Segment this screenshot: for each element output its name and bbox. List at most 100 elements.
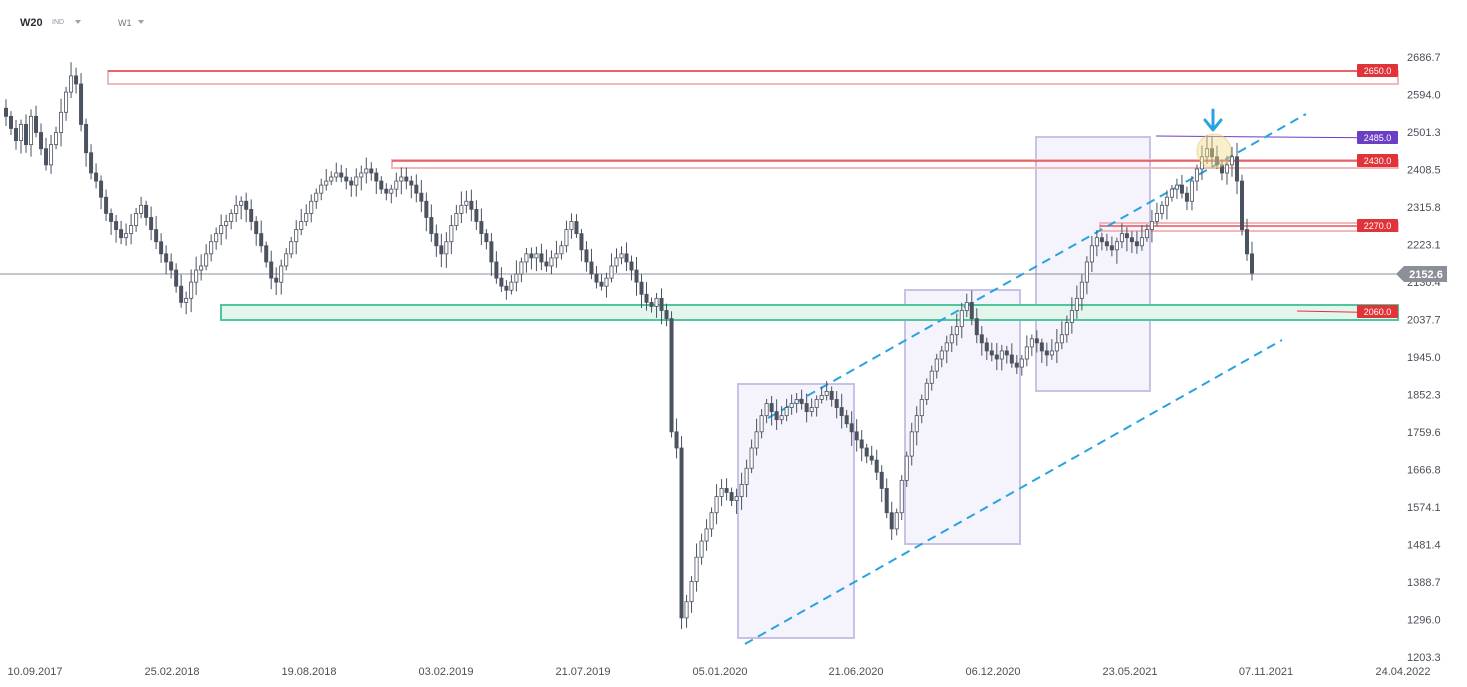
candle-body xyxy=(1149,221,1154,230)
timeframe-label[interactable]: W1 xyxy=(118,18,132,28)
candle-body xyxy=(969,301,974,319)
candle-body xyxy=(144,204,149,218)
candle-body xyxy=(1224,164,1229,174)
candle-body xyxy=(129,225,134,235)
candle-body xyxy=(199,265,204,271)
candle-body xyxy=(69,75,74,93)
candle-body xyxy=(1114,241,1119,251)
candle-body xyxy=(599,281,604,287)
candle-body xyxy=(994,354,999,360)
candle-body xyxy=(454,213,459,226)
y-tick-label: 2501.3 xyxy=(1407,127,1441,139)
candle-body xyxy=(244,200,249,210)
symbol-dropdown-icon[interactable] xyxy=(75,20,81,24)
x-tick-label: 06.12.2020 xyxy=(965,666,1020,678)
candle-body xyxy=(529,253,534,259)
candle-body xyxy=(544,261,549,267)
level-tag-label: 2430.0 xyxy=(1364,156,1392,166)
candle-body xyxy=(819,395,824,400)
candle-body xyxy=(64,91,69,113)
candle-body xyxy=(179,285,184,303)
candle-body xyxy=(709,512,714,530)
candle-body xyxy=(864,447,869,457)
timeframe-dropdown-icon[interactable] xyxy=(138,20,144,24)
candle-body xyxy=(714,496,719,514)
candle-body xyxy=(764,403,769,417)
y-tick-label: 2408.5 xyxy=(1407,165,1441,177)
level-tag xyxy=(1357,131,1398,144)
candle-body xyxy=(624,253,629,263)
candle-body xyxy=(1079,281,1084,299)
candle-body xyxy=(269,261,274,279)
candle-body xyxy=(384,188,389,194)
candle-body xyxy=(579,233,584,251)
candle-body xyxy=(754,431,759,449)
candle-body xyxy=(769,403,774,413)
consolidation-box xyxy=(737,383,855,639)
candle-body xyxy=(1154,213,1159,222)
candle-body xyxy=(1054,342,1059,352)
level-tag-label: 2270.0 xyxy=(1364,221,1392,231)
candle-body xyxy=(914,415,919,433)
candle-body xyxy=(924,382,929,400)
candle-body xyxy=(329,176,334,182)
candle-body xyxy=(1214,156,1219,166)
candle-body xyxy=(504,285,509,291)
candle-body xyxy=(749,447,754,469)
candle-body xyxy=(929,370,934,384)
candle-body xyxy=(419,192,424,202)
candle-body xyxy=(839,407,844,417)
candle-body xyxy=(424,200,429,218)
candle-body xyxy=(114,221,119,230)
level-tag xyxy=(1357,64,1398,77)
candle-body xyxy=(609,265,614,279)
y-tick-label: 2315.8 xyxy=(1407,202,1441,214)
candle-body xyxy=(634,269,639,283)
candle-body xyxy=(829,390,834,400)
candle-body xyxy=(79,83,84,125)
support-zone xyxy=(220,304,1399,321)
candle-body xyxy=(874,459,879,473)
candle-body xyxy=(104,196,109,214)
candle-body xyxy=(739,484,744,497)
candle-body xyxy=(669,318,674,433)
candle-body xyxy=(894,512,899,530)
x-tick-label: 21.06.2020 xyxy=(828,666,883,678)
candle-body xyxy=(949,334,954,344)
candle-body xyxy=(259,233,264,247)
candle-body xyxy=(39,132,44,150)
candle-body xyxy=(159,241,164,255)
y-tick-label: 1666.8 xyxy=(1407,465,1441,477)
candle-body xyxy=(689,581,694,603)
candle-body xyxy=(109,213,114,222)
y-tick-label: 1945.0 xyxy=(1407,352,1441,364)
candle-body xyxy=(34,115,39,133)
candle-body xyxy=(699,540,704,558)
candle-body xyxy=(464,200,469,206)
candle-body xyxy=(19,124,24,142)
candle-body xyxy=(139,204,144,214)
current-price-label: 2152.6 xyxy=(1409,269,1443,281)
candle-body xyxy=(154,229,159,243)
candle-body xyxy=(149,217,154,230)
candle-body xyxy=(984,342,989,352)
candle-body xyxy=(324,180,329,186)
y-tick-label: 1388.7 xyxy=(1407,577,1441,589)
candle-body xyxy=(859,439,864,449)
x-tick-label: 25.02.2018 xyxy=(144,666,199,678)
candle-body xyxy=(1059,334,1064,344)
candle-body xyxy=(89,152,94,174)
candle-body xyxy=(349,180,354,186)
candle-body xyxy=(774,411,779,421)
candle-body xyxy=(934,358,939,372)
candle-body xyxy=(124,233,129,239)
symbol-label[interactable]: W20 xyxy=(20,17,43,29)
candle-body xyxy=(1239,180,1244,230)
candle-body xyxy=(779,415,784,421)
candle-body xyxy=(509,281,514,291)
candle-body xyxy=(204,253,209,267)
candle-body xyxy=(1034,338,1039,344)
candle-body xyxy=(414,184,419,194)
candle-body xyxy=(1029,338,1034,348)
